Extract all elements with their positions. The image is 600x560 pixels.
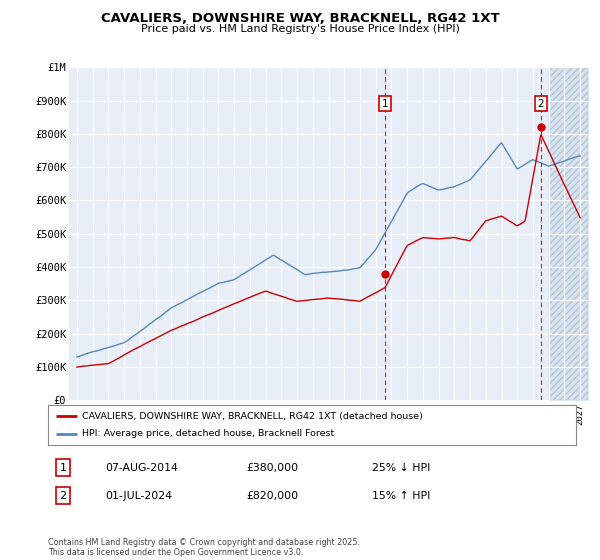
Bar — [548, 67, 588, 400]
Text: £380,000: £380,000 — [246, 463, 298, 473]
Text: 2: 2 — [59, 491, 67, 501]
Text: HPI: Average price, detached house, Bracknell Forest: HPI: Average price, detached house, Brac… — [82, 430, 335, 438]
Text: 1: 1 — [59, 463, 67, 473]
Text: 01-JUL-2024: 01-JUL-2024 — [105, 491, 172, 501]
Text: 25% ↓ HPI: 25% ↓ HPI — [372, 463, 430, 473]
Text: CAVALIERS, DOWNSHIRE WAY, BRACKNELL, RG42 1XT: CAVALIERS, DOWNSHIRE WAY, BRACKNELL, RG4… — [101, 12, 499, 25]
Text: CAVALIERS, DOWNSHIRE WAY, BRACKNELL, RG42 1XT (detached house): CAVALIERS, DOWNSHIRE WAY, BRACKNELL, RG4… — [82, 412, 423, 421]
Text: 07-AUG-2014: 07-AUG-2014 — [105, 463, 178, 473]
Text: 1: 1 — [382, 99, 388, 109]
Text: £820,000: £820,000 — [246, 491, 298, 501]
Text: 2: 2 — [538, 99, 544, 109]
Text: Contains HM Land Registry data © Crown copyright and database right 2025.
This d: Contains HM Land Registry data © Crown c… — [48, 538, 360, 557]
Text: Price paid vs. HM Land Registry's House Price Index (HPI): Price paid vs. HM Land Registry's House … — [140, 24, 460, 34]
Text: 15% ↑ HPI: 15% ↑ HPI — [372, 491, 430, 501]
